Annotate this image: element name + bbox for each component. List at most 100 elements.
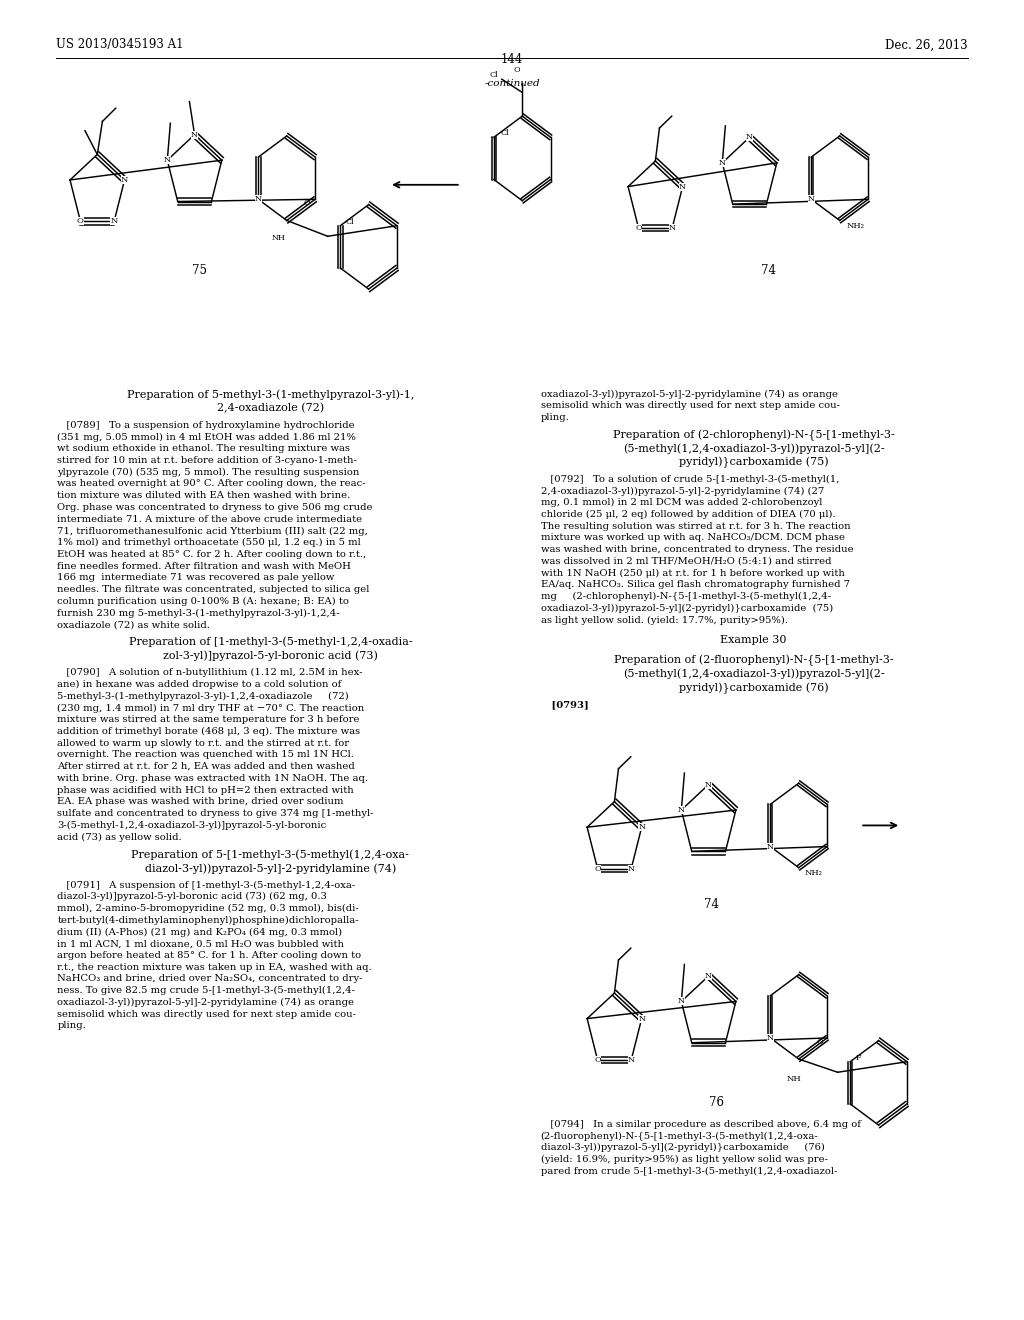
- Text: N: N: [767, 842, 774, 850]
- Text: O: O: [77, 218, 84, 226]
- Text: NH₂: NH₂: [805, 869, 823, 876]
- Text: N: N: [678, 998, 685, 1006]
- Text: 75: 75: [193, 264, 207, 277]
- Text: Dec. 26, 2013: Dec. 26, 2013: [885, 38, 968, 51]
- Text: zol-3-yl)]pyrazol-5-yl-boronic acid (73): zol-3-yl)]pyrazol-5-yl-boronic acid (73): [163, 651, 378, 661]
- Text: NaHCO₃ and brine, dried over Na₂SO₄, concentrated to dry-: NaHCO₃ and brine, dried over Na₂SO₄, con…: [57, 974, 362, 983]
- Text: ane) in hexane was added dropwise to a cold solution of: ane) in hexane was added dropwise to a c…: [57, 680, 342, 689]
- Text: furnish 230 mg 5-methyl-3-(1-methylpyrazol-3-yl)-1,2,4-: furnish 230 mg 5-methyl-3-(1-methylpyraz…: [57, 609, 340, 618]
- Text: Preparation of [1-methyl-3-(5-methyl-1,2,4-oxadia-: Preparation of [1-methyl-3-(5-methyl-1,2…: [129, 636, 412, 647]
- Text: argon before heated at 85° C. for 1 h. After cooling down to: argon before heated at 85° C. for 1 h. A…: [57, 950, 361, 960]
- Text: tert-butyl(4-dimethylaminophenyl)phosphine)dichloropalla-: tert-butyl(4-dimethylaminophenyl)phosphi…: [57, 916, 359, 925]
- Text: was washed with brine, concentrated to dryness. The residue: was washed with brine, concentrated to d…: [541, 545, 853, 554]
- Text: N: N: [679, 182, 686, 190]
- Text: (yield: 16.9%, purity>95%) as light yellow solid was pre-: (yield: 16.9%, purity>95%) as light yell…: [541, 1155, 827, 1164]
- Text: [0794]   In a similar procedure as described above, 6.4 mg of: [0794] In a similar procedure as describ…: [541, 1119, 860, 1129]
- Text: was dissolved in 2 ml THF/MeOH/H₂O (5:4:1) and stirred: was dissolved in 2 ml THF/MeOH/H₂O (5:4:…: [541, 557, 831, 566]
- Text: O: O: [594, 1056, 601, 1064]
- Text: N: N: [638, 824, 645, 832]
- Text: acid (73) as yellow solid.: acid (73) as yellow solid.: [57, 833, 182, 842]
- Text: [0793]: [0793]: [541, 701, 589, 709]
- Text: diazol-3-yl)]pyrazol-5-yl-boronic acid (73) (62 mg, 0.3: diazol-3-yl)]pyrazol-5-yl-boronic acid (…: [57, 892, 328, 902]
- Text: stirred for 10 min at r.t. before addition of 3-cyano-1-meth-: stirred for 10 min at r.t. before additi…: [57, 455, 357, 465]
- Text: Preparation of (2-fluorophenyl)-N-{5-[1-methyl-3-: Preparation of (2-fluorophenyl)-N-{5-[1-…: [613, 655, 894, 667]
- Text: US 2013/0345193 A1: US 2013/0345193 A1: [56, 38, 184, 51]
- Text: N: N: [111, 218, 118, 226]
- Text: with brine. Org. phase was extracted with 1N NaOH. The aq.: with brine. Org. phase was extracted wit…: [57, 774, 369, 783]
- Text: Preparation of 5-methyl-3-(1-methylpyrazol-3-yl)-1,: Preparation of 5-methyl-3-(1-methylpyraz…: [127, 389, 414, 400]
- Text: 74: 74: [705, 898, 719, 911]
- Text: NH: NH: [786, 1074, 801, 1082]
- Text: intermediate 71. A mixture of the above crude intermediate: intermediate 71. A mixture of the above …: [57, 515, 362, 524]
- Text: ness. To give 82.5 mg crude 5-[1-methyl-3-(5-methyl(1,2,4-: ness. To give 82.5 mg crude 5-[1-methyl-…: [57, 986, 355, 995]
- Text: pling.: pling.: [541, 413, 569, 422]
- Text: NH: NH: [271, 234, 286, 242]
- Text: column purification using 0-100% B (A: hexane; B: EA) to: column purification using 0-100% B (A: h…: [57, 597, 349, 606]
- Text: 144: 144: [501, 53, 523, 66]
- Text: semisolid which was directly used for next step amide cou-: semisolid which was directly used for ne…: [541, 401, 840, 411]
- Text: diazol-3-yl))pyrazol-5-yl](2-pyridyl)}carboxamide     (76): diazol-3-yl))pyrazol-5-yl](2-pyridyl)}ca…: [541, 1143, 824, 1152]
- Text: F: F: [855, 1053, 861, 1061]
- Text: 166 mg  intermediate 71 was recovered as pale yellow: 166 mg intermediate 71 was recovered as …: [57, 573, 335, 582]
- Text: with 1N NaOH (250 μl) at r.t. for 1 h before worked up with: with 1N NaOH (250 μl) at r.t. for 1 h be…: [541, 569, 845, 578]
- Text: allowed to warm up slowly to r.t. and the stirred at r.t. for: allowed to warm up slowly to r.t. and th…: [57, 739, 349, 747]
- Text: overnight. The reaction was quenched with 15 ml 1N HCl.: overnight. The reaction was quenched wit…: [57, 750, 354, 759]
- Text: tion mixture was diluted with EA then washed with brine.: tion mixture was diluted with EA then wa…: [57, 491, 350, 500]
- Text: chloride (25 μl, 2 eq) followed by addition of DIEA (70 μl).: chloride (25 μl, 2 eq) followed by addit…: [541, 510, 836, 519]
- Text: fine needles formed. After filtration and wash with MeOH: fine needles formed. After filtration an…: [57, 561, 351, 570]
- Text: 74: 74: [761, 264, 775, 277]
- Text: [0790]   A solution of n-butyllithium (1.12 ml, 2.5M in hex-: [0790] A solution of n-butyllithium (1.1…: [57, 668, 362, 677]
- Text: mg, 0.1 mmol) in 2 ml DCM was added 2-chlorobenzoyl: mg, 0.1 mmol) in 2 ml DCM was added 2-ch…: [541, 498, 822, 507]
- Text: (230 mg, 1.4 mmol) in 7 ml dry THF at −70° C. The reaction: (230 mg, 1.4 mmol) in 7 ml dry THF at −7…: [57, 704, 365, 713]
- Text: N: N: [767, 1034, 774, 1041]
- Text: phase was acidified with HCl to pH=2 then extracted with: phase was acidified with HCl to pH=2 the…: [57, 785, 354, 795]
- Text: was heated overnight at 90° C. After cooling down, the reac-: was heated overnight at 90° C. After coo…: [57, 479, 366, 488]
- Text: O: O: [514, 66, 520, 74]
- Text: O: O: [817, 1038, 823, 1045]
- Text: Preparation of (2-chlorophenyl)-N-{5-[1-methyl-3-: Preparation of (2-chlorophenyl)-N-{5-[1-…: [612, 429, 895, 441]
- Text: diazol-3-yl))pyrazol-5-yl]-2-pyridylamine (74): diazol-3-yl))pyrazol-5-yl]-2-pyridylamin…: [144, 863, 396, 874]
- Text: (2-fluorophenyl)-N-{5-[1-methyl-3-(5-methyl(1,2,4-oxa-: (2-fluorophenyl)-N-{5-[1-methyl-3-(5-met…: [541, 1131, 818, 1140]
- Text: needles. The filtrate was concentrated, subjected to silica gel: needles. The filtrate was concentrated, …: [57, 585, 370, 594]
- Text: O: O: [635, 224, 642, 232]
- Text: oxadiazol-3-yl))pyrazol-5-yl](2-pyridyl)}carboxamide  (75): oxadiazol-3-yl))pyrazol-5-yl](2-pyridyl)…: [541, 603, 833, 612]
- Text: N: N: [255, 195, 262, 203]
- Text: (5-methyl(1,2,4-oxadiazol-3-yl))pyrazol-5-yl](2-: (5-methyl(1,2,4-oxadiazol-3-yl))pyrazol-…: [623, 444, 885, 454]
- Text: N: N: [121, 176, 128, 183]
- Text: -continued: -continued: [484, 79, 540, 88]
- Text: (5-methyl(1,2,4-oxadiazol-3-yl))pyrazol-5-yl](2-: (5-methyl(1,2,4-oxadiazol-3-yl))pyrazol-…: [623, 669, 885, 680]
- Text: 76: 76: [710, 1096, 724, 1109]
- Text: O: O: [304, 199, 310, 207]
- Text: N: N: [808, 195, 815, 203]
- Text: N: N: [638, 1015, 645, 1023]
- Text: Cl: Cl: [500, 129, 509, 137]
- Text: Org. phase was concentrated to dryness to give 506 mg crude: Org. phase was concentrated to dryness t…: [57, 503, 373, 512]
- Text: NH₂: NH₂: [847, 222, 865, 230]
- Text: sulfate and concentrated to dryness to give 374 mg [1-methyl-: sulfate and concentrated to dryness to g…: [57, 809, 374, 818]
- Text: 5-methyl-3-(1-methylpyrazol-3-yl)-1,2,4-oxadiazole     (72): 5-methyl-3-(1-methylpyrazol-3-yl)-1,2,4-…: [57, 692, 349, 701]
- Text: The resulting solution was stirred at r.t. for 3 h. The reaction: The resulting solution was stirred at r.…: [541, 521, 850, 531]
- Text: 2,4-oxadiazole (72): 2,4-oxadiazole (72): [217, 403, 324, 413]
- Text: pared from crude 5-[1-methyl-3-(5-methyl(1,2,4-oxadiazol-: pared from crude 5-[1-methyl-3-(5-methyl…: [541, 1167, 837, 1176]
- Text: EA/aq. NaHCO₃. Silica gel flash chromatography furnished 7: EA/aq. NaHCO₃. Silica gel flash chromato…: [541, 581, 850, 589]
- Text: N: N: [628, 865, 635, 873]
- Text: dium (II) (A-Phos) (21 mg) and K₂PO₄ (64 mg, 0.3 mmol): dium (II) (A-Phos) (21 mg) and K₂PO₄ (64…: [57, 928, 342, 937]
- Text: Preparation of 5-[1-methyl-3-(5-methyl(1,2,4-oxa-: Preparation of 5-[1-methyl-3-(5-methyl(1…: [131, 849, 410, 859]
- Text: N: N: [628, 1056, 635, 1064]
- Text: mg     (2-chlorophenyl)-N-{5-[1-methyl-3-(5-methyl(1,2,4-: mg (2-chlorophenyl)-N-{5-[1-methyl-3-(5-…: [541, 593, 830, 601]
- Text: N: N: [191, 131, 198, 139]
- Text: semisolid which was directly used for next step amide cou-: semisolid which was directly used for ne…: [57, 1010, 356, 1019]
- Text: oxadiazole (72) as white solid.: oxadiazole (72) as white solid.: [57, 620, 210, 630]
- Text: N: N: [669, 224, 676, 232]
- Text: After stirred at r.t. for 2 h, EA was added and then washed: After stirred at r.t. for 2 h, EA was ad…: [57, 762, 355, 771]
- Text: addition of trimethyl borate (468 μl, 3 eq). The mixture was: addition of trimethyl borate (468 μl, 3 …: [57, 727, 360, 737]
- Text: EA. EA phase was washed with brine, dried over sodium: EA. EA phase was washed with brine, drie…: [57, 797, 344, 807]
- Text: N: N: [746, 133, 753, 141]
- Text: 2,4-oxadiazol-3-yl))pyrazol-5-yl]-2-pyridylamine (74) (27: 2,4-oxadiazol-3-yl))pyrazol-5-yl]-2-pyri…: [541, 487, 824, 495]
- Text: EtOH was heated at 85° C. for 2 h. After cooling down to r.t.,: EtOH was heated at 85° C. for 2 h. After…: [57, 550, 367, 558]
- Text: O: O: [594, 865, 601, 873]
- Text: oxadiazol-3-yl))pyrazol-5-yl]-2-pyridylamine (74) as orange: oxadiazol-3-yl))pyrazol-5-yl]-2-pyridyla…: [541, 389, 838, 399]
- Text: [0789]   To a suspension of hydroxylamine hydrochloride: [0789] To a suspension of hydroxylamine …: [57, 421, 355, 430]
- Text: N: N: [678, 807, 685, 814]
- Text: 3-(5-methyl-1,2,4-oxadiazol-3-yl)]pyrazol-5-yl-boronic: 3-(5-methyl-1,2,4-oxadiazol-3-yl)]pyrazo…: [57, 821, 327, 830]
